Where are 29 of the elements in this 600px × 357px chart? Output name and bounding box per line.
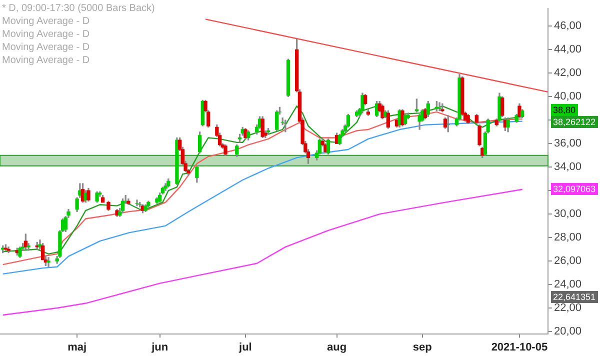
x-tick-label: sep	[412, 341, 432, 354]
y-tick-label: 44,00	[554, 44, 582, 56]
x-tick-label: aug	[327, 341, 347, 354]
y-tick-label: 28,00	[554, 232, 582, 244]
annotation: Moving Average - D	[2, 54, 91, 67]
x-tick-label: maj	[68, 341, 87, 354]
y-tick-label: 40,00	[554, 90, 582, 103]
candlestick	[46, 257, 50, 268]
y-tick-label: 42,00	[554, 67, 582, 80]
y-tick-label: 24,00	[554, 278, 582, 291]
annotation: Moving Average - D	[2, 28, 91, 41]
y-tick-label: 34,00	[554, 161, 582, 174]
text: 38,80	[551, 104, 578, 116]
y-tick-label: 26,00	[554, 255, 582, 268]
text: 22,641351	[551, 291, 598, 303]
x-tick-label: jul	[238, 341, 252, 354]
x-tick-label: jun	[150, 341, 168, 354]
y-tick-label: 22,00	[554, 302, 582, 314]
y-tick-label: 36,00	[554, 138, 582, 150]
candlestick	[135, 200, 139, 206]
chart-title: * D, 09:00-17:30 (5000 Bars Back)	[2, 2, 155, 15]
x-tick-label: 2021-10-05	[491, 341, 548, 354]
y-tick-label: 46,00	[554, 20, 582, 32]
y-tick-label: 20,00	[554, 325, 582, 338]
text: 38,262122	[551, 116, 598, 128]
annotation: Moving Average - D	[2, 15, 91, 28]
y-tick-label: 30,00	[554, 208, 582, 220]
annotation: Moving Average - D	[2, 41, 91, 54]
text: 32,097063	[551, 183, 598, 195]
